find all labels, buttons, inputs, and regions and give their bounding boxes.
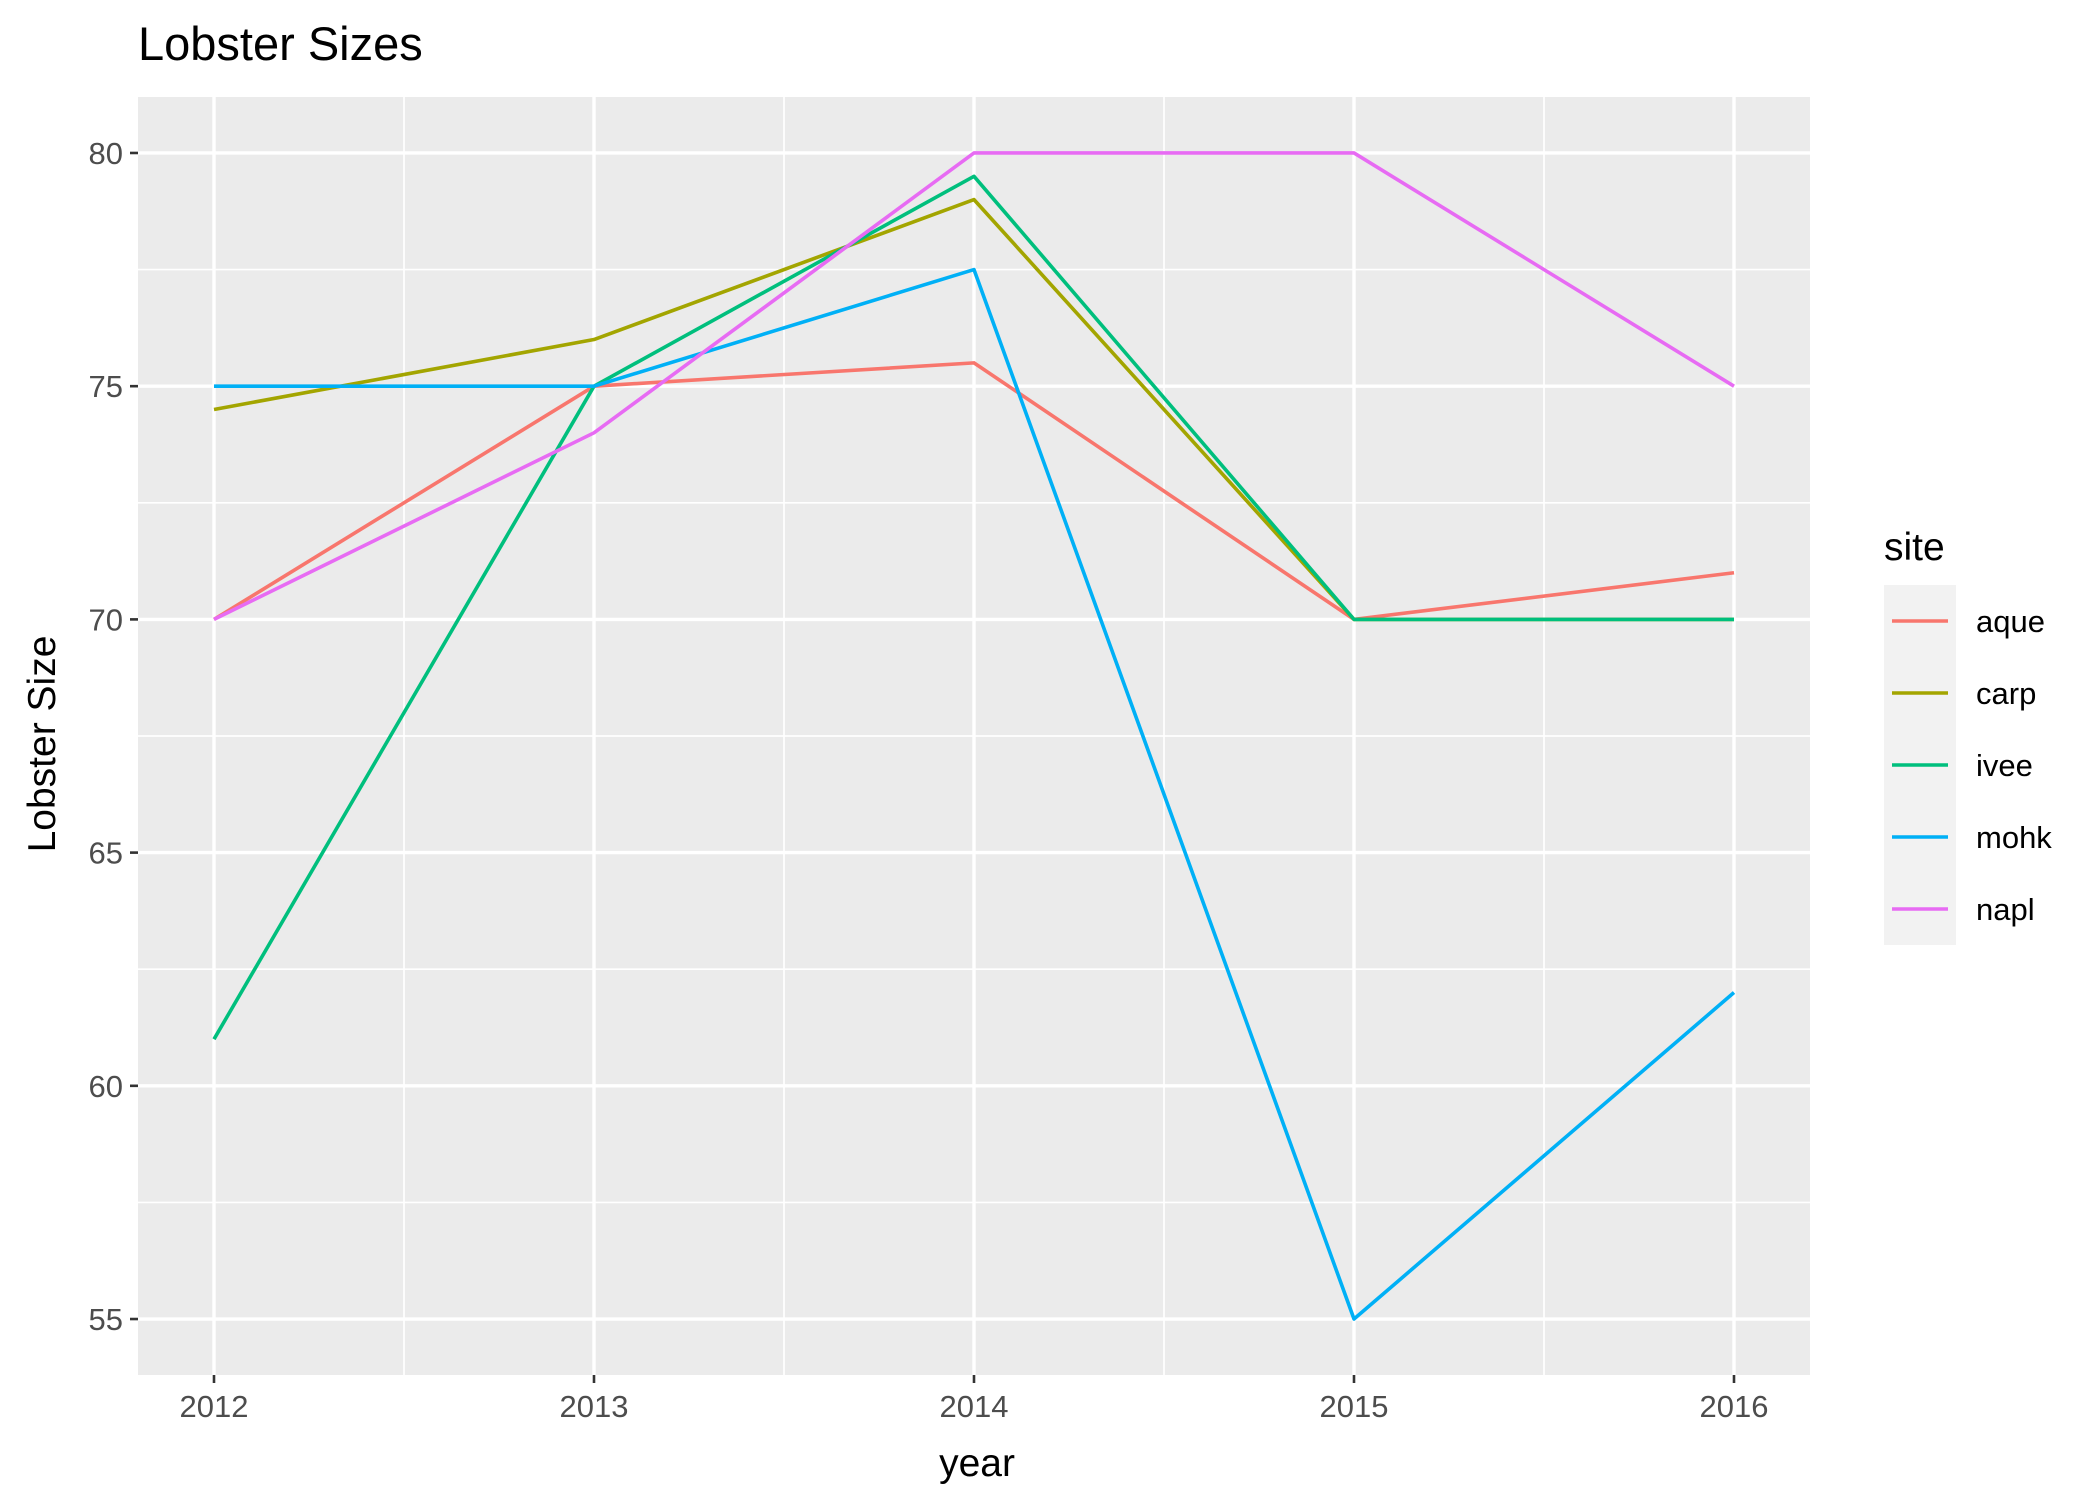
x-tick-label: 2013 [560,1389,629,1424]
legend-label-ivee: ivee [1976,748,2033,783]
series-line-napl [213,151,1735,622]
legend-label-aque: aque [1976,604,2045,639]
y-tick-label: 80 [89,136,123,171]
y-tick-label: 75 [89,369,123,404]
x-tick-label: 2015 [1320,1389,1389,1424]
y-tick-label: 60 [89,1069,123,1104]
series-line-aque [213,361,1735,622]
legend: site aque carp ivee mohk napl [1884,526,2052,945]
legend-label-carp: carp [1976,676,2036,711]
y-tick-label: 55 [89,1302,123,1337]
legend-label-napl: napl [1976,892,2035,927]
y-tick-label: 65 [89,836,123,871]
y-axis: 55 60 65 70 75 80 [89,136,138,1337]
x-axis: 2012 2013 2014 2015 2016 [180,1375,1769,1424]
legend-title: site [1884,526,1945,569]
x-tick-label: 2014 [940,1389,1009,1424]
y-tick-label: 70 [89,602,123,637]
series-line-ivee [212,174,1734,1041]
series-line-mohk [214,267,1736,1321]
x-axis-title: year [939,1442,1015,1485]
legend-label-mohk: mohk [1976,820,2052,855]
plot-panel [138,97,1810,1375]
y-axis-title: Lobster Size [21,636,64,853]
x-tick-label: 2016 [1700,1389,1769,1424]
x-tick-label: 2012 [180,1389,249,1424]
chart-title: Lobster Sizes [138,17,423,70]
